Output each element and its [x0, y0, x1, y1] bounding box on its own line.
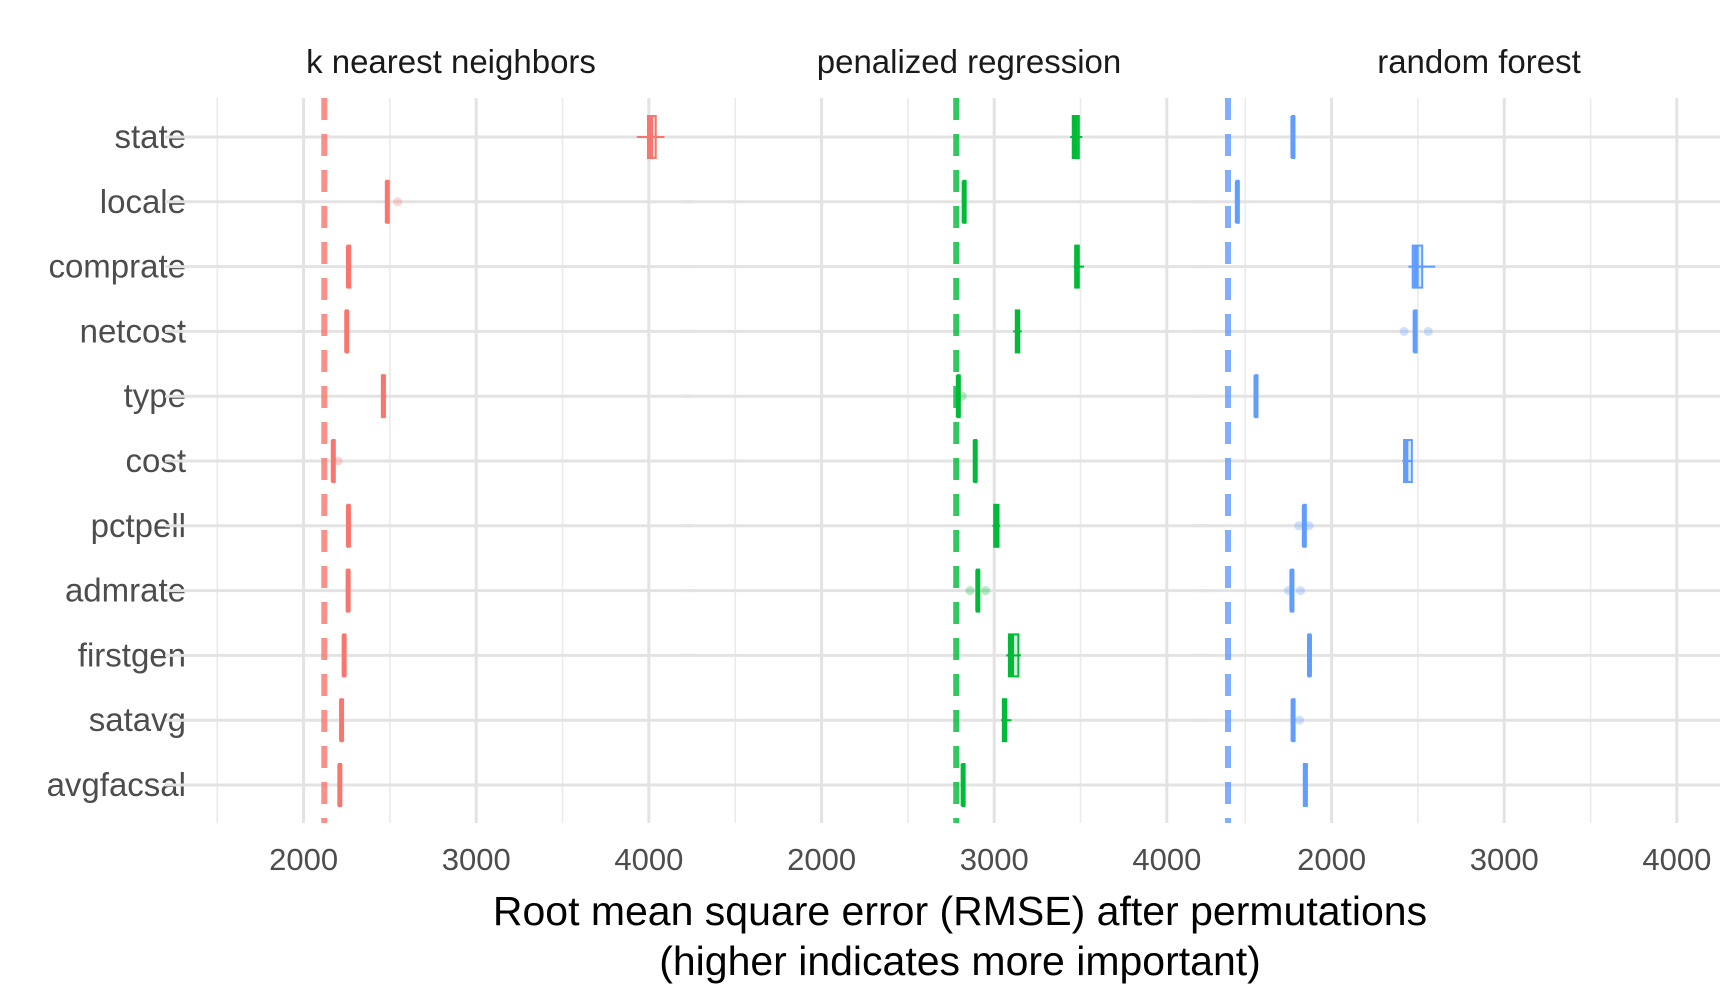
box-firstgen [341, 633, 347, 678]
box-satavg [339, 698, 345, 743]
outlier-point [1295, 715, 1305, 725]
box-netcost [1013, 309, 1022, 354]
box-firstgen [1006, 633, 1021, 678]
y-tick-label-comprate: comprate [48, 248, 186, 285]
box-avgfacsal [960, 763, 966, 807]
box-comprate [1408, 244, 1436, 289]
box-locale [1234, 179, 1240, 224]
box-type [955, 374, 967, 419]
x-tick-label: 2000 [269, 842, 338, 877]
box-admrate [1283, 568, 1306, 613]
box-admrate [345, 568, 351, 613]
outlier-point [981, 586, 991, 596]
box-satavg [1001, 698, 1012, 743]
box-avgfacsal [1302, 763, 1308, 807]
box-state [1290, 115, 1296, 159]
box-avgfacsal [337, 763, 343, 807]
outlier-point [1283, 586, 1293, 596]
box-cost [1402, 439, 1413, 483]
x-tick-label: 3000 [442, 842, 511, 877]
outlier-point [965, 586, 975, 596]
facet-title: random forest [1377, 43, 1581, 80]
y-tick-label-avgfacsal: avgfacsal [47, 766, 186, 803]
box-pctpell [992, 503, 1001, 548]
box-pctpell [345, 503, 352, 548]
facet-title: penalized regression [817, 43, 1122, 80]
box-cost [330, 439, 343, 483]
box-firstgen [1306, 633, 1312, 678]
facet-random-forest: random forest 2000 3000 4000 [1193, 43, 1720, 877]
facet-k-nearest-neighbors: k nearest neighbors 2000 3000 4000 [165, 43, 692, 877]
box-netcost [1399, 309, 1433, 354]
x-tick-label: 4000 [1132, 842, 1201, 877]
box-state [636, 115, 665, 159]
box-comprate [1073, 244, 1084, 289]
x-axis-label-line2: (higher indicates more important) [659, 938, 1261, 984]
box-type [380, 374, 387, 419]
outlier-point [1294, 521, 1304, 531]
box-admrate [965, 568, 991, 613]
box-locale [961, 179, 967, 224]
x-tick-label: 4000 [614, 842, 683, 877]
x-tick-label: 4000 [1642, 842, 1711, 877]
x-tick-label: 3000 [1470, 842, 1539, 877]
outlier-point [1423, 326, 1433, 336]
box-satavg [1290, 698, 1305, 743]
box-type [1253, 374, 1259, 419]
box-pctpell [1294, 503, 1314, 548]
outlier-point [1304, 521, 1314, 531]
x-tick-label: 2000 [1297, 842, 1366, 877]
outlier-point [1399, 326, 1409, 336]
outlier-point [957, 391, 967, 401]
outlier-point [1296, 586, 1306, 596]
x-tick-label: 3000 [960, 842, 1029, 877]
box-netcost [344, 309, 350, 354]
box-locale [384, 179, 403, 224]
x-axis-label: Root mean square error (RMSE) after perm… [493, 888, 1427, 934]
box-comprate [345, 244, 352, 289]
outlier-point [393, 197, 403, 207]
box-cost [972, 439, 978, 483]
x-tick-label: 2000 [787, 842, 856, 877]
facet-title: k nearest neighbors [306, 43, 596, 80]
facet-penalized-regression: penalized regression 2000 3000 4000 [683, 43, 1210, 877]
outlier-point [333, 456, 343, 466]
box-state [1070, 115, 1083, 159]
